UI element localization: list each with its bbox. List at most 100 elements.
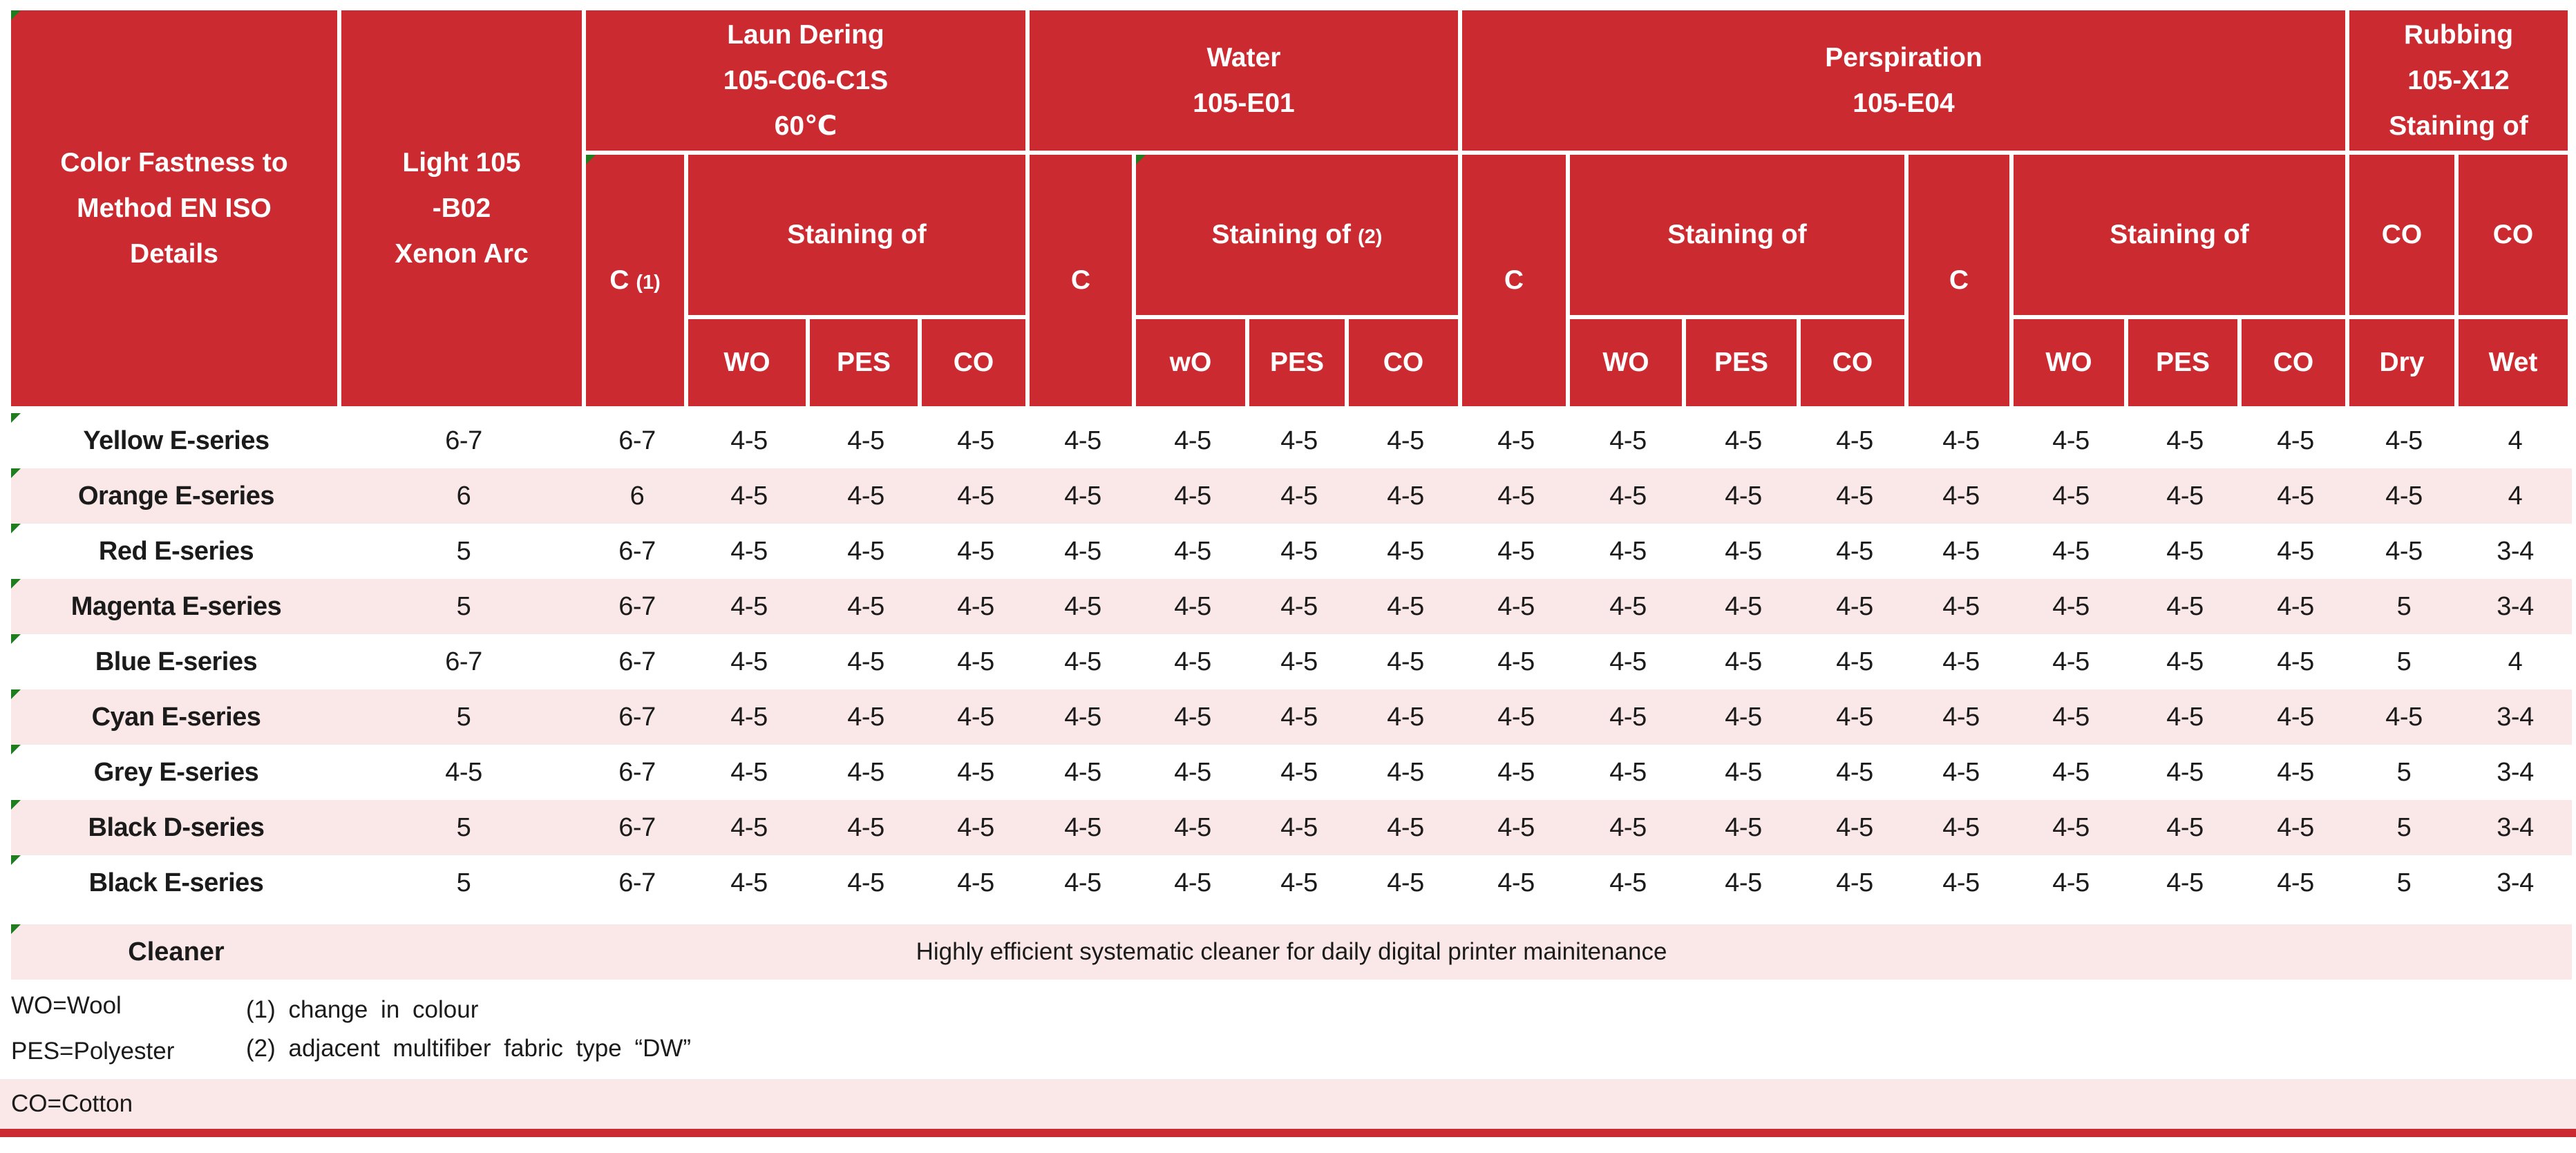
value-cell: 4-5 [2166,481,2204,511]
laundering-change-header: C (1) [586,155,688,410]
row-name-cell: Cyan E-series [91,702,261,732]
value-cell: 4-5 [2277,757,2314,787]
value-cell: 4-5 [2385,536,2423,566]
cleaner-description: Highly efficient systematic cleaner for … [916,938,1667,965]
value-cell: 4-5 [1497,757,1535,787]
error-flag-icon [11,468,21,478]
row-name-cell: Cleaner [128,937,225,966]
value-cell: 4-5 [1387,647,1424,676]
value-cell: 4-5 [1387,591,1424,621]
value-cell: 4 [2508,647,2523,676]
value-cell: 4-5 [730,812,768,842]
value-cell: 4 [2508,481,2523,511]
value-cell: 4-5 [1497,647,1535,676]
table-body: Yellow E-series 6-7 6-7 4-5 4-5 4-5 4-5 4-5 4-5 4… [11,413,2572,911]
row-name-cell: Magenta E-series [70,591,282,621]
error-flag-icon [11,689,21,699]
error-flag-icon [11,800,21,810]
error-flag-icon [11,524,21,533]
value-cell: 6 [629,481,645,511]
value-cell: 5 [456,812,471,842]
value-cell: 4-5 [1064,536,1101,566]
value-cell: 4-5 [1174,702,1211,732]
value-cell: 4-5 [2166,868,2204,897]
value-cell: 3-4 [2497,812,2534,842]
value-cell: 5 [2396,591,2412,621]
value-cell: 4-5 [1387,536,1424,566]
value-cell: 6-7 [445,426,482,455]
value-cell: 6-7 [618,702,656,732]
table-row: Black E-series 5 6-7 4-5 4-5 4-5 4-5 4-5 4-5 4-5 4… [11,855,2572,911]
table-row: Red E-series 5 6-7 4-5 4-5 4-5 4-5 4-5 4-5 4-5 4-5… [11,524,2572,579]
value-cell: 4-5 [1609,536,1647,566]
row-name-cell: Blue E-series [95,647,258,676]
perspiration-wo-header-2: WO [2014,319,2128,410]
rubbing-dry-header: Dry [2349,319,2459,410]
value-cell: 4-5 [1725,647,1762,676]
laundering-co-header: CO [922,319,1030,410]
laundering-title-line: 105-C06-C1S [723,65,889,95]
value-cell: 4-5 [1942,536,1980,566]
value-cell: 5 [456,868,471,897]
value-cell: 4-5 [1609,868,1647,897]
error-flag-icon [11,634,21,644]
laundering-title-line: 60℃ [774,111,837,141]
value-cell: 4-5 [1725,591,1762,621]
value-cell: 4-5 [1725,702,1762,732]
value-cell: 4-5 [1836,702,1873,732]
perspiration-pes-header-1: PES [1686,319,1801,410]
value-cell: 4-5 [1280,868,1318,897]
perspiration-group-header: Perspiration 105-E04 [1462,10,2349,155]
value-cell: 4-5 [2166,702,2204,732]
value-cell: 4-5 [1174,426,1211,455]
footnote-2: (2) adjacent multifiber fabric type “DW” [246,1035,692,1062]
value-cell: 4-5 [730,757,768,787]
laundering-wo-header: WO [688,319,810,410]
value-cell: 4-5 [847,426,884,455]
value-cell: 4-5 [2052,812,2090,842]
value-cell: 4-5 [1064,702,1101,732]
color-fastness-spec-sheet: Color Fastness to Method EN ISO Details … [0,10,2576,1137]
value-cell: 4-5 [2052,536,2090,566]
value-cell: 4-5 [1387,757,1424,787]
legend-co: CO=Cotton [11,1090,133,1117]
value-cell: 4-5 [957,426,994,455]
error-flag-icon [11,745,21,754]
value-cell: 4-5 [847,868,884,897]
table-row: Cyan E-series 5 6-7 4-5 4-5 4-5 4-5 4-5 4-5 4-5 4-… [11,689,2572,745]
value-cell: 4-5 [1064,591,1101,621]
water-staining-label: Staining of [1211,220,1352,249]
laundering-pes-header: PES [810,319,922,410]
value-cell: 4-5 [2166,757,2204,787]
value-cell: 4-5 [1609,426,1647,455]
value-cell: 4-5 [1609,757,1647,787]
value-cell: 4-5 [1497,868,1535,897]
value-cell: 4-5 [1836,868,1873,897]
value-cell: 4-5 [1942,702,1980,732]
water-pes-header: PES [1249,319,1349,410]
legend-wo: WO=Wool [11,992,122,1019]
value-cell: 5 [2396,647,2412,676]
value-cell: 4-5 [1942,481,1980,511]
value-cell: 4-5 [1064,426,1101,455]
error-flag-icon [586,155,596,164]
row-name-cell: Yellow E-series [83,426,269,455]
value-cell: 4-5 [2052,647,2090,676]
value-cell: 4-5 [1942,757,1980,787]
value-cell: 6-7 [618,868,656,897]
value-cell: 4-5 [2166,647,2204,676]
corner-header-line: Color Fastness to [60,147,288,178]
perspiration-title-line: 105-E04 [1853,88,1955,118]
water-staining-header: Staining of (2) [1136,155,1462,319]
value-cell: 4-5 [847,591,884,621]
legend-pes: PES=Polyester [11,1038,175,1065]
error-flag-icon [1136,155,1146,164]
value-cell: 4-5 [1725,536,1762,566]
rubbing-group-header: Rubbing 105-X12 Staining of [2349,10,2572,155]
value-cell: 4-5 [1174,536,1211,566]
perspiration-staining-header-1: Staining of [1570,155,1909,319]
value-cell: 4-5 [730,591,768,621]
value-cell: 4-5 [847,481,884,511]
value-cell: 4-5 [1942,812,1980,842]
water-title-line: Water [1206,42,1281,73]
